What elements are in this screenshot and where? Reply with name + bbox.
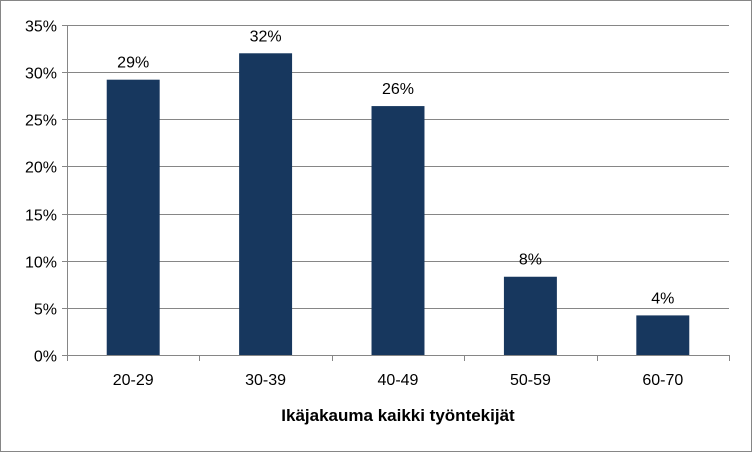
y-tick-label: 15%	[25, 208, 57, 225]
y-tick-label: 10%	[25, 255, 57, 272]
data-label: 26%	[382, 81, 414, 98]
y-tick-label: 20%	[25, 160, 57, 177]
y-tick-label: 5%	[34, 302, 57, 319]
labels: 0% 5% 10% 15% 20% 25% 30% 35% 29% 20-29 32% 30-39 26…	[25, 19, 683, 390]
data-label: 4%	[651, 290, 674, 307]
bar-50-59	[503, 276, 557, 355]
bars	[106, 53, 690, 356]
y-tick-label: 0%	[34, 349, 57, 366]
y-tick-label: 35%	[25, 19, 57, 36]
data-label: 8%	[519, 252, 542, 269]
bar-30-39	[239, 53, 293, 356]
bar-40-49	[371, 106, 425, 355]
x-tick-label: 20-29	[113, 372, 154, 389]
data-label: 29%	[117, 55, 149, 72]
y-tick-label: 30%	[25, 66, 57, 83]
x-tick-label: 40-49	[378, 372, 419, 389]
x-tick-label: 30-39	[245, 372, 286, 389]
data-label: 32%	[250, 28, 282, 45]
bar-20-29	[106, 79, 160, 355]
x-tick-label: 60-70	[642, 372, 683, 389]
x-tick-label: 50-59	[510, 372, 551, 389]
x-axis-title: Ikäjakauma kaikki työntekijät	[281, 406, 515, 425]
axes	[62, 25, 730, 361]
bar-60-70	[636, 315, 690, 355]
y-tick-label: 25%	[25, 113, 57, 130]
